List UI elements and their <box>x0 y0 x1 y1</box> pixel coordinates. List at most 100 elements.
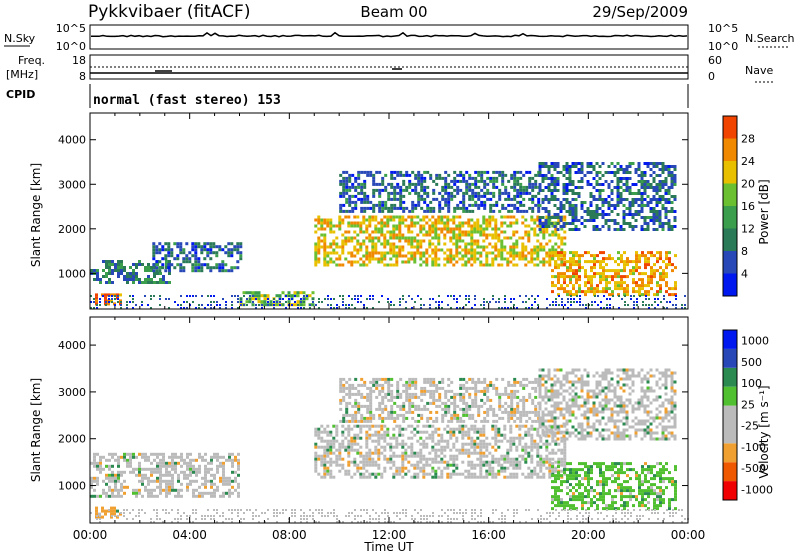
data-cell <box>593 275 596 279</box>
data-cell <box>419 442 423 446</box>
data-cell <box>643 186 647 189</box>
data-cell <box>132 467 135 471</box>
data-cell <box>480 398 484 402</box>
data-cell <box>219 476 222 480</box>
data-cell <box>219 464 222 468</box>
data-cell <box>649 183 653 186</box>
data-cell <box>617 257 620 261</box>
data-cell <box>510 416 514 420</box>
data-cell <box>372 179 376 183</box>
data-cell <box>473 239 477 243</box>
data-cell <box>542 257 546 261</box>
data-cell <box>509 475 513 479</box>
data-cell <box>563 287 566 291</box>
data-cell <box>395 233 399 237</box>
data-cell <box>422 254 426 258</box>
data-cell <box>347 460 351 464</box>
data-cell <box>494 245 498 249</box>
data-cell <box>524 460 528 464</box>
data-cell <box>635 263 638 267</box>
data-cell <box>180 464 183 468</box>
data-cell <box>649 162 653 165</box>
data-cell <box>350 448 354 452</box>
data-cell <box>544 162 548 165</box>
data-cell <box>314 451 318 455</box>
data-cell <box>401 442 405 446</box>
data-cell <box>413 254 417 258</box>
data-cell <box>637 204 641 207</box>
data-cell <box>620 260 623 264</box>
data-cell <box>608 293 611 297</box>
data-cell <box>583 219 587 222</box>
data-cell <box>488 263 492 267</box>
data-cell <box>464 433 468 437</box>
data-cell <box>507 203 511 207</box>
data-cell <box>236 242 240 246</box>
data-cell <box>467 242 471 246</box>
data-cell <box>167 254 171 258</box>
data-cell <box>554 498 557 502</box>
data-cell <box>419 448 423 452</box>
data-cell <box>569 477 572 481</box>
data-cell <box>329 457 333 461</box>
data-cell <box>215 251 219 255</box>
data-cell <box>326 224 330 228</box>
data-cell <box>566 486 569 490</box>
data-cell <box>243 304 245 306</box>
data-cell <box>387 392 391 396</box>
data-cell <box>542 248 546 252</box>
data-cell <box>652 222 656 225</box>
data-cell <box>616 171 620 174</box>
data-cell <box>522 197 526 201</box>
data-cell <box>447 194 451 198</box>
data-cell <box>416 233 420 237</box>
data-cell <box>479 227 483 231</box>
data-cell <box>592 168 596 171</box>
data-cell <box>643 189 647 192</box>
data-cell <box>344 427 348 431</box>
data-cell <box>228 476 231 480</box>
data-cell <box>560 272 563 276</box>
data-cell <box>368 257 372 261</box>
data-cell <box>544 219 548 222</box>
data-cell <box>437 475 441 479</box>
data-cell <box>609 298 611 300</box>
data-cell <box>326 430 330 434</box>
data-cell <box>547 213 551 216</box>
data-cell <box>503 457 507 461</box>
data-cell <box>105 301 107 303</box>
nsearch-tick-bottom: 10^0 <box>708 40 738 53</box>
data-cell <box>198 485 201 489</box>
data-cell <box>482 475 486 479</box>
data-cell <box>345 188 349 192</box>
data-cell <box>479 472 483 476</box>
data-cell <box>114 263 117 266</box>
data-cell <box>626 293 629 297</box>
data-cell <box>497 472 501 476</box>
data-cell <box>356 469 360 473</box>
data-cell <box>240 298 242 300</box>
data-cell <box>483 377 487 381</box>
data-cell <box>548 263 552 267</box>
data-cell <box>338 448 342 452</box>
data-cell <box>544 222 548 225</box>
data-cell <box>405 389 409 393</box>
data-cell <box>299 291 303 295</box>
data-cell <box>486 407 490 411</box>
data-cell <box>548 463 552 467</box>
data-cell <box>542 433 546 437</box>
data-cell <box>351 404 355 408</box>
data-cell <box>586 213 590 216</box>
data-cell <box>483 185 487 189</box>
data-cell <box>362 460 366 464</box>
data-cell <box>541 165 545 168</box>
data-cell <box>296 294 300 298</box>
data-cell <box>515 251 519 255</box>
data-cell <box>563 242 567 246</box>
data-cell <box>335 263 339 267</box>
data-cell <box>664 216 668 219</box>
data-cell <box>483 301 485 303</box>
data-cell <box>443 233 447 237</box>
data-cell <box>602 269 605 273</box>
data-cell <box>291 298 293 300</box>
